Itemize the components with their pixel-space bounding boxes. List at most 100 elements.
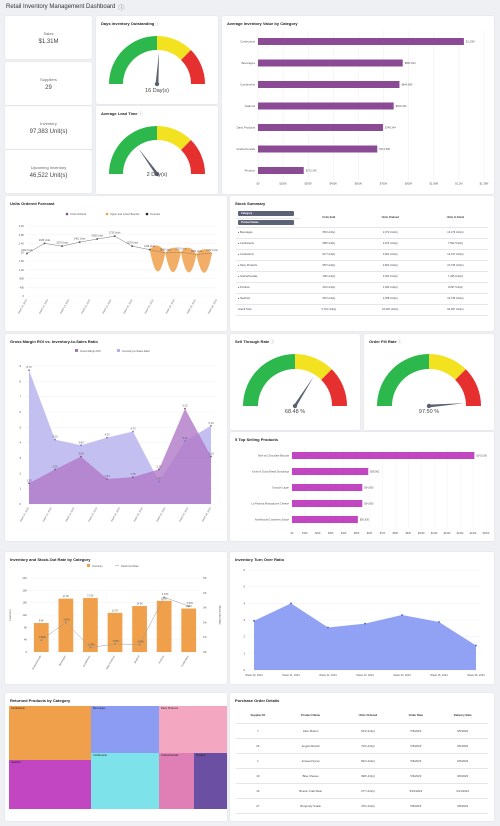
- bar: [33, 623, 49, 652]
- kpi-value: 29: [45, 84, 52, 91]
- column-header[interactable]: Units In Stock: [422, 209, 488, 228]
- y-tick-label: 4K: [24, 639, 27, 642]
- x-tick-label: Week 21, 2023: [282, 673, 300, 677]
- bar: [83, 598, 98, 652]
- filter-chip[interactable]: Product Name: [236, 218, 300, 228]
- x-tick-label: Condiments: [82, 654, 91, 667]
- treemap-cell[interactable]: Grains/Cereals: [159, 753, 194, 809]
- x-tick-label: Week 16, 2023: [81, 298, 92, 314]
- row-category[interactable]: ▸ Condiments: [236, 238, 300, 250]
- data-point: [40, 639, 43, 642]
- bar: [132, 606, 147, 652]
- treemap-cell[interactable]: Confections: [9, 706, 91, 760]
- card-title: Order Fill Rate ⓘ: [369, 339, 402, 344]
- column-header[interactable]: Units Sold: [300, 209, 358, 228]
- info-circle-icon[interactable]: ⓘ: [138, 111, 143, 116]
- y-tick-label: 2K: [21, 250, 24, 254]
- bar: [258, 102, 394, 110]
- column-header[interactable]: Delivery Date: [437, 707, 488, 724]
- column-header[interactable]: Units Ordered: [341, 707, 395, 724]
- roi-area: [29, 408, 211, 504]
- info-circle-icon[interactable]: ⓘ: [270, 339, 275, 344]
- y-tick-label: 9: [19, 364, 21, 368]
- card-title: Purchase Order Details: [235, 698, 280, 703]
- bar: [156, 600, 172, 652]
- column-header[interactable]: Order Date: [394, 707, 438, 724]
- row-category[interactable]: ▸ Produce: [236, 282, 300, 294]
- data-label: 4.73: [130, 426, 136, 430]
- x-tick-label: $110K: [431, 532, 438, 535]
- table-row[interactable]: ▸ Seafood 515 Unit(s) 2,788 Unit(s) 10,745 …: [236, 293, 488, 305]
- avg-value-card: Average Inventory Value by Category $0 $1…: [222, 16, 494, 194]
- cell: Angelo Ravioli: [279, 738, 342, 754]
- gauge-needle: [293, 376, 314, 407]
- table-row[interactable]: ▸ Produce 401 Unit(s) 1,393 Unit(s) 9,297 U…: [236, 282, 488, 294]
- table-row[interactable]: 27 Burgundy Snails 470 Unit(s) 5/8/2023 6/8/…: [236, 798, 488, 814]
- table-row[interactable]: 26 Angelo Ravioli 720 Unit(s) 5/5/2023 6/5/2…: [236, 738, 488, 754]
- cell: 5/6/2023: [394, 753, 438, 769]
- category-label: Northwoods Cranberry Sauce: [255, 518, 290, 522]
- table-row[interactable]: ▸ Dairy Products 587 Unit(s) 2,602 Unit(s)…: [236, 260, 488, 272]
- y-tick-label: 1.6K: [19, 259, 25, 263]
- info-circle-icon[interactable]: ⓘ: [155, 21, 160, 26]
- row-category[interactable]: ▸ Confections: [236, 249, 300, 261]
- bar-value-label: 16.6K: [161, 597, 168, 600]
- x-tick-label: Produce: [158, 654, 165, 664]
- category-label: La Pavlova Mascarpone Cheese: [252, 502, 290, 506]
- gauge-hub: [154, 171, 160, 177]
- row-category[interactable]: ▸ Beverages: [236, 227, 300, 239]
- x-tick-label: $0: [291, 532, 294, 535]
- table-row[interactable]: ▸ Confections 917 Unit(s) 2,661 Unit(s) 14,…: [236, 249, 488, 261]
- table-row[interactable]: ▸ Grains/Cereals 196 Unit(s) 2,302 Unit(s)…: [236, 271, 488, 283]
- bar: [258, 124, 383, 131]
- data-point: [163, 596, 166, 599]
- table-row[interactable]: 7 Alice Mutton 513 Unit(s) 5/5/2023 6/5/2023: [236, 723, 488, 739]
- y-tick-label: 1.2K: [19, 268, 25, 272]
- data-point: [54, 438, 56, 441]
- x-tick-label: $450K: [330, 182, 338, 186]
- table-row[interactable]: ▸ Beverages 554 Unit(s) 2,372 Unit(s) 13,17…: [236, 227, 488, 239]
- row-category[interactable]: ▸ Dairy Products: [236, 260, 300, 272]
- info-circle-icon[interactable]: ⓘ: [397, 339, 402, 344]
- x-tick-label: Week 24, 2023: [393, 673, 411, 677]
- data-point: [106, 477, 108, 480]
- bar: [58, 598, 74, 652]
- treemap-cell[interactable]: Dairy Products: [159, 706, 227, 753]
- data-label: 2461 Units: [74, 238, 86, 241]
- filter-chip[interactable]: Category: [236, 209, 300, 219]
- bar: [258, 81, 400, 88]
- data-label: 2.00%: [64, 619, 71, 621]
- card-title: Units Ordered Forecast: [10, 201, 55, 206]
- table-row[interactable]: 19 Blue Cheese 398 Unit(s) 5/6/2023 6/6/2023: [236, 768, 488, 784]
- cell: 196 Unit(s): [300, 271, 358, 283]
- table-header-row: Category Units Sold Units Ordered Units …: [236, 209, 488, 228]
- x-tick-label: $60K: [367, 532, 373, 535]
- y-tick-label: 1: [19, 487, 21, 491]
- row-category[interactable]: ▸ Grains/Cereals: [236, 271, 300, 283]
- legend-label: Gross Margin ROI: [80, 349, 101, 353]
- bar-value-label: 14.9K: [136, 603, 143, 606]
- x-tick-label: Week 10, 2023: [17, 298, 28, 314]
- column-header[interactable]: Units Ordered: [357, 209, 423, 228]
- forecast-chart: Units Ordered Upper and Lower Bounds Forec…: [17, 212, 218, 314]
- column-header[interactable]: Product Name: [279, 707, 342, 724]
- data-label: 2278 Units: [127, 242, 139, 245]
- cell: 5/6/2023: [394, 768, 438, 784]
- table-row[interactable]: ▸ Condiments 558 Unit(s) 2,074 Unit(s) 7,59…: [236, 238, 488, 250]
- cell: 401 Unit(s): [300, 282, 358, 294]
- table-row[interactable]: 16 Boston Crab Meat 277 Unit(s) 5/19/2023 6/…: [236, 783, 488, 799]
- treemap-cell[interactable]: Produce: [194, 753, 227, 809]
- treemap-cell[interactable]: Condiments: [91, 753, 159, 809]
- column-header[interactable]: Supplier ID: [236, 707, 280, 724]
- treemap-cell[interactable]: Seafood: [9, 760, 91, 809]
- x-tick-label: Week 12, 2023: [38, 298, 49, 314]
- gauge-needle: [155, 52, 160, 85]
- y-tick-label: 3: [243, 618, 245, 622]
- gauge-hub: [154, 81, 160, 87]
- data-point: [28, 369, 30, 372]
- table-row[interactable]: 1 Aniseed Syrup 662 Unit(s) 5/6/2023 6/6/202…: [236, 753, 488, 769]
- info-circle-icon[interactable]: ⓘ: [118, 5, 125, 12]
- bound-area: [196, 249, 212, 273]
- row-category[interactable]: ▸ Seafood: [236, 293, 300, 305]
- treemap-cell[interactable]: Beverages: [91, 706, 159, 753]
